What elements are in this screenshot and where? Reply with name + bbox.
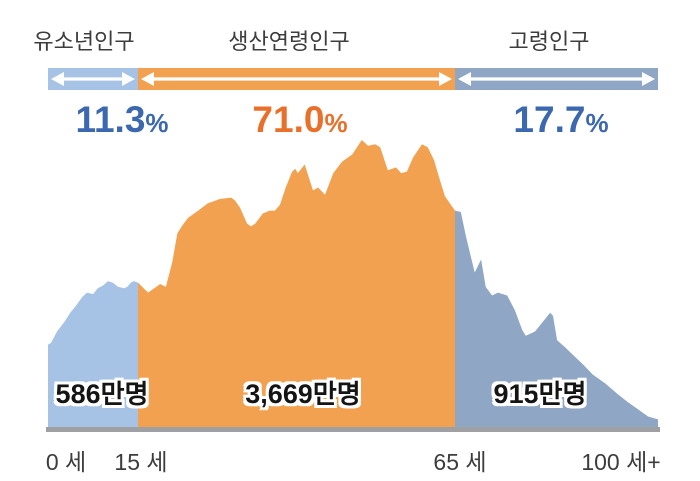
percent-youth: 11.3%	[75, 100, 168, 143]
count-youth-value: 586	[55, 379, 101, 409]
percent-elderly-suffix: %	[585, 108, 609, 138]
legend-label-working: 생산연령인구	[228, 29, 350, 54]
age-range-segment-elderly	[455, 68, 658, 90]
count-working: 3,669만명	[245, 374, 360, 411]
percent-elderly: 17.7%	[513, 100, 608, 143]
count-elderly-unit: 만명	[538, 379, 587, 409]
age-range-segment-youth	[48, 68, 138, 90]
age-range-segment-working	[138, 68, 455, 90]
count-youth-unit: 만명	[100, 379, 149, 409]
percent-youth-suffix: %	[145, 108, 169, 138]
count-working-unit: 만명	[312, 379, 361, 409]
percent-youth-value: 11.3	[75, 99, 146, 140]
count-elderly: 915만명	[494, 374, 587, 411]
count-working-value: 3,669	[245, 379, 313, 409]
axis-tick-0: 0 세	[45, 449, 87, 475]
x-axis-line	[46, 427, 660, 432]
legend-label-elderly: 고령인구	[508, 29, 590, 54]
legend-label-youth: 유소년인구	[33, 29, 135, 54]
double-arrow-icon	[141, 72, 452, 86]
age-range-bar	[0, 0, 700, 100]
count-elderly-value: 915	[493, 379, 539, 409]
percent-working-value: 71.0	[252, 99, 325, 140]
axis-tick-100: 100 세+	[581, 449, 661, 475]
double-arrow-icon	[51, 72, 135, 86]
count-youth: 586만명	[56, 374, 149, 411]
area-youth	[48, 281, 138, 428]
axis-tick-15: 15 세	[114, 449, 168, 475]
percent-working-suffix: %	[324, 108, 348, 138]
axis-tick-65: 65 세	[433, 449, 487, 475]
percent-elderly-value: 17.7	[513, 99, 586, 140]
double-arrow-icon	[458, 72, 655, 86]
area-working	[138, 140, 455, 428]
area-elderly	[455, 210, 658, 428]
percent-working: 71.0%	[252, 100, 347, 143]
